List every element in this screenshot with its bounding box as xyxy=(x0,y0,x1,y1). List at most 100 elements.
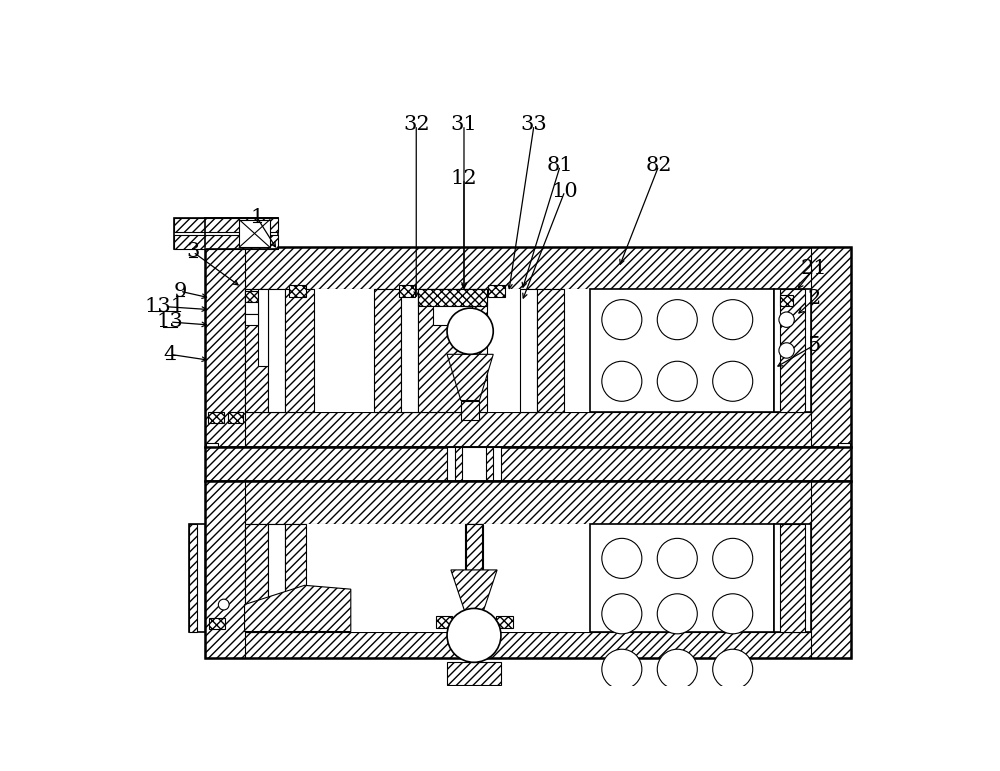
Bar xyxy=(268,524,285,631)
Text: 4: 4 xyxy=(163,345,176,364)
Circle shape xyxy=(657,300,697,340)
Bar xyxy=(455,483,493,502)
Bar xyxy=(205,631,851,658)
Bar xyxy=(289,285,306,298)
Circle shape xyxy=(713,362,753,401)
Bar xyxy=(205,247,245,446)
Bar xyxy=(205,481,851,658)
Circle shape xyxy=(602,649,642,689)
Bar xyxy=(208,412,224,423)
Bar xyxy=(174,218,278,232)
Bar xyxy=(433,306,472,325)
Circle shape xyxy=(713,594,753,634)
Bar xyxy=(205,247,851,289)
Bar xyxy=(447,446,501,481)
Bar xyxy=(496,616,512,628)
Text: 1: 1 xyxy=(250,207,264,227)
Bar xyxy=(228,412,243,423)
Circle shape xyxy=(602,300,642,340)
Bar xyxy=(780,524,805,631)
Circle shape xyxy=(713,538,753,578)
Bar xyxy=(374,289,401,412)
Bar xyxy=(205,412,851,446)
Circle shape xyxy=(713,649,753,689)
Text: 9: 9 xyxy=(173,281,187,301)
Bar xyxy=(466,524,482,570)
Polygon shape xyxy=(245,585,351,631)
Circle shape xyxy=(779,343,794,359)
Circle shape xyxy=(602,705,642,745)
Bar xyxy=(245,314,258,325)
Bar xyxy=(399,285,415,298)
Bar xyxy=(205,247,851,446)
Bar xyxy=(774,289,811,412)
Circle shape xyxy=(657,594,697,634)
Bar xyxy=(537,289,564,412)
Bar xyxy=(189,524,197,631)
Bar xyxy=(461,400,479,419)
Bar xyxy=(285,524,306,631)
Polygon shape xyxy=(451,570,497,616)
Bar xyxy=(268,289,285,412)
Bar xyxy=(285,289,314,412)
Text: 82: 82 xyxy=(646,157,672,175)
Text: 131: 131 xyxy=(144,297,185,316)
Bar xyxy=(401,289,418,412)
Text: 33: 33 xyxy=(521,116,547,134)
Bar xyxy=(774,524,811,631)
Text: 31: 31 xyxy=(451,116,477,134)
Bar xyxy=(418,289,487,306)
Text: 12: 12 xyxy=(451,170,477,188)
Bar xyxy=(811,481,851,658)
Bar xyxy=(245,302,258,314)
Circle shape xyxy=(447,308,493,355)
Circle shape xyxy=(602,594,642,634)
Text: 5: 5 xyxy=(808,335,821,355)
Bar xyxy=(245,291,258,302)
Circle shape xyxy=(657,362,697,401)
Bar xyxy=(780,289,805,412)
Bar xyxy=(206,443,218,452)
Circle shape xyxy=(657,538,697,578)
Bar xyxy=(205,446,851,481)
Bar xyxy=(258,289,268,366)
Bar xyxy=(447,662,501,685)
Bar xyxy=(205,481,245,658)
Bar xyxy=(838,443,850,452)
Bar xyxy=(447,481,501,504)
Bar xyxy=(174,235,278,249)
Bar xyxy=(245,289,268,412)
Bar xyxy=(780,295,793,306)
Circle shape xyxy=(602,362,642,401)
Circle shape xyxy=(713,705,753,745)
Bar xyxy=(455,446,493,481)
Bar xyxy=(590,289,774,412)
Bar xyxy=(205,446,851,481)
Text: 81: 81 xyxy=(547,157,574,175)
Circle shape xyxy=(218,599,229,610)
Circle shape xyxy=(447,608,501,662)
Bar xyxy=(462,483,486,502)
Bar xyxy=(189,524,205,631)
Circle shape xyxy=(779,312,794,328)
Bar xyxy=(245,524,268,631)
Bar xyxy=(245,289,811,412)
Circle shape xyxy=(602,538,642,578)
Bar xyxy=(239,220,270,247)
Bar xyxy=(488,285,505,298)
Bar xyxy=(520,289,537,412)
Bar xyxy=(174,218,278,249)
Bar xyxy=(209,618,225,629)
Text: 3: 3 xyxy=(186,242,200,261)
Text: 10: 10 xyxy=(551,182,578,200)
Bar xyxy=(811,247,851,446)
Bar xyxy=(462,446,486,481)
Circle shape xyxy=(657,649,697,689)
Bar xyxy=(418,289,487,412)
Bar xyxy=(436,616,452,628)
Text: 2: 2 xyxy=(808,289,821,308)
Bar xyxy=(465,524,483,570)
Text: 32: 32 xyxy=(403,116,430,134)
Bar xyxy=(245,524,811,631)
Circle shape xyxy=(713,300,753,340)
